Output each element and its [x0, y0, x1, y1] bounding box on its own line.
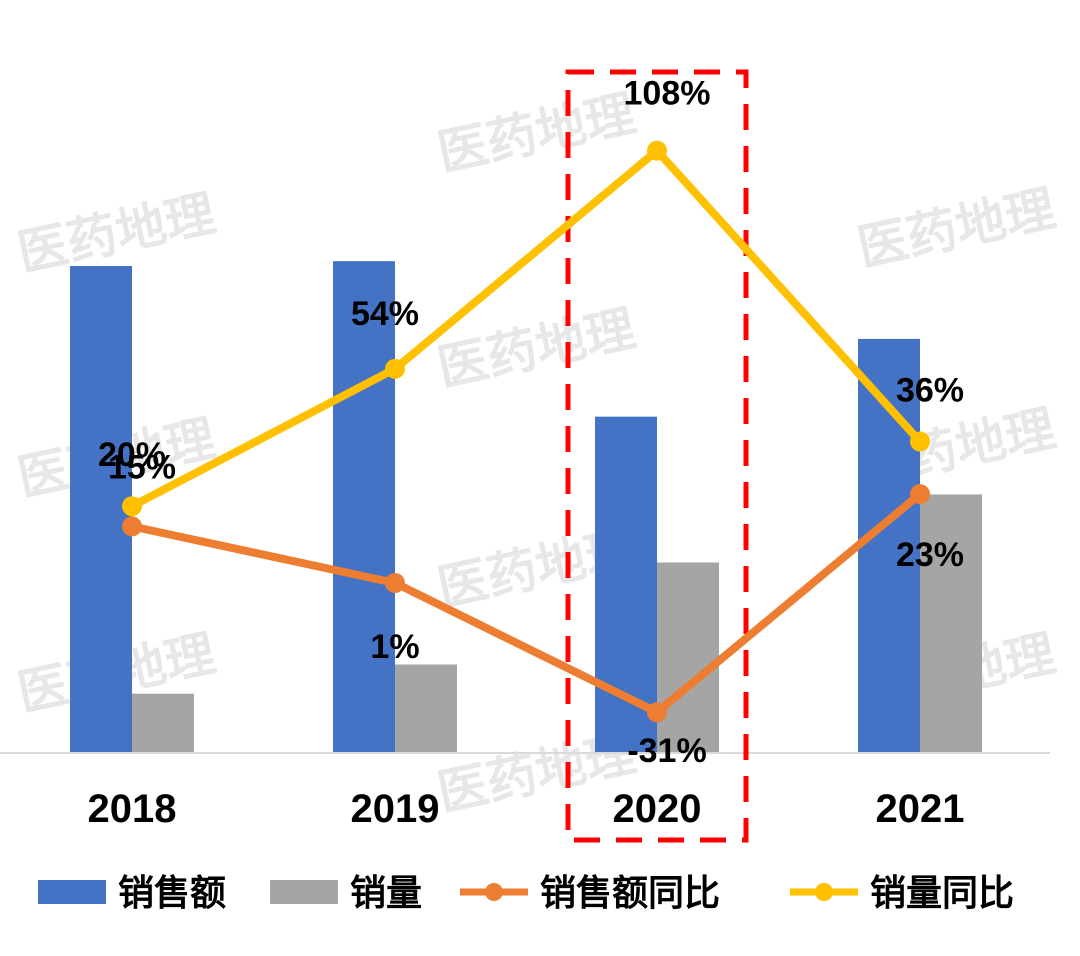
x-tick-2020: 2020	[613, 787, 702, 831]
data-label-2020-series-2: -31%	[627, 732, 706, 770]
bar-2021-series-1	[920, 494, 982, 752]
line-layer	[122, 140, 930, 723]
legend-label-series-2: 销售额同比	[540, 873, 720, 914]
line-series-3	[128, 146, 924, 511]
data-label-2018-series-3: 20%	[98, 436, 166, 474]
legend-marker-series-2	[485, 883, 503, 901]
x-tick-labels: 2018 2019 2020 2021	[88, 787, 965, 831]
legend-marker-series-3	[815, 883, 833, 901]
point-2021-series-3	[910, 431, 930, 452]
data-label-2021-series-2: 23%	[896, 536, 964, 574]
data-label-2018-series-2: 15%	[108, 448, 176, 486]
line-series-2	[128, 490, 924, 717]
legend-label-series-1: 销量	[350, 873, 422, 914]
bar-2018-series-0	[70, 266, 132, 752]
x-tick-2018: 2018	[88, 787, 177, 831]
data-label-layer: 15% 1% -31% 23% 20% 54% 108% 36%	[98, 75, 964, 771]
bar-2020-series-0	[595, 416, 657, 752]
legend-label-series-0: 销售额	[118, 873, 226, 914]
legend: 销售额 销量 销售额同比 销量同比	[38, 873, 1014, 914]
x-tick-2019: 2019	[351, 787, 440, 831]
point-2019-series-2	[385, 572, 405, 593]
watermark-text: 医药地理	[853, 179, 1061, 277]
bar-2019-series-0	[333, 261, 395, 752]
legend-swatch-series-1	[270, 880, 338, 904]
point-2021-series-2	[910, 484, 930, 505]
data-label-2019-series-2: 1%	[370, 628, 419, 666]
data-label-2021-series-3: 36%	[896, 372, 964, 410]
bar-2020-series-1	[657, 562, 719, 752]
watermark-text: 医药地理	[433, 84, 641, 182]
bar-2019-series-1	[395, 664, 457, 752]
data-label-2020-series-3: 108%	[624, 75, 711, 113]
bar-2018-series-1	[132, 693, 194, 752]
point-2018-series-2	[122, 516, 142, 537]
x-tick-2021: 2021	[876, 787, 965, 831]
point-2018-series-3	[122, 496, 142, 517]
point-2020-series-3	[647, 140, 667, 161]
legend-swatch-series-0	[38, 880, 106, 904]
highlight-box-2020	[565, 69, 749, 843]
legend-label-series-3: 销量同比	[870, 873, 1014, 914]
point-2019-series-3	[385, 358, 405, 379]
data-label-2019-series-3: 54%	[351, 295, 419, 333]
point-2020-series-2	[647, 702, 667, 723]
